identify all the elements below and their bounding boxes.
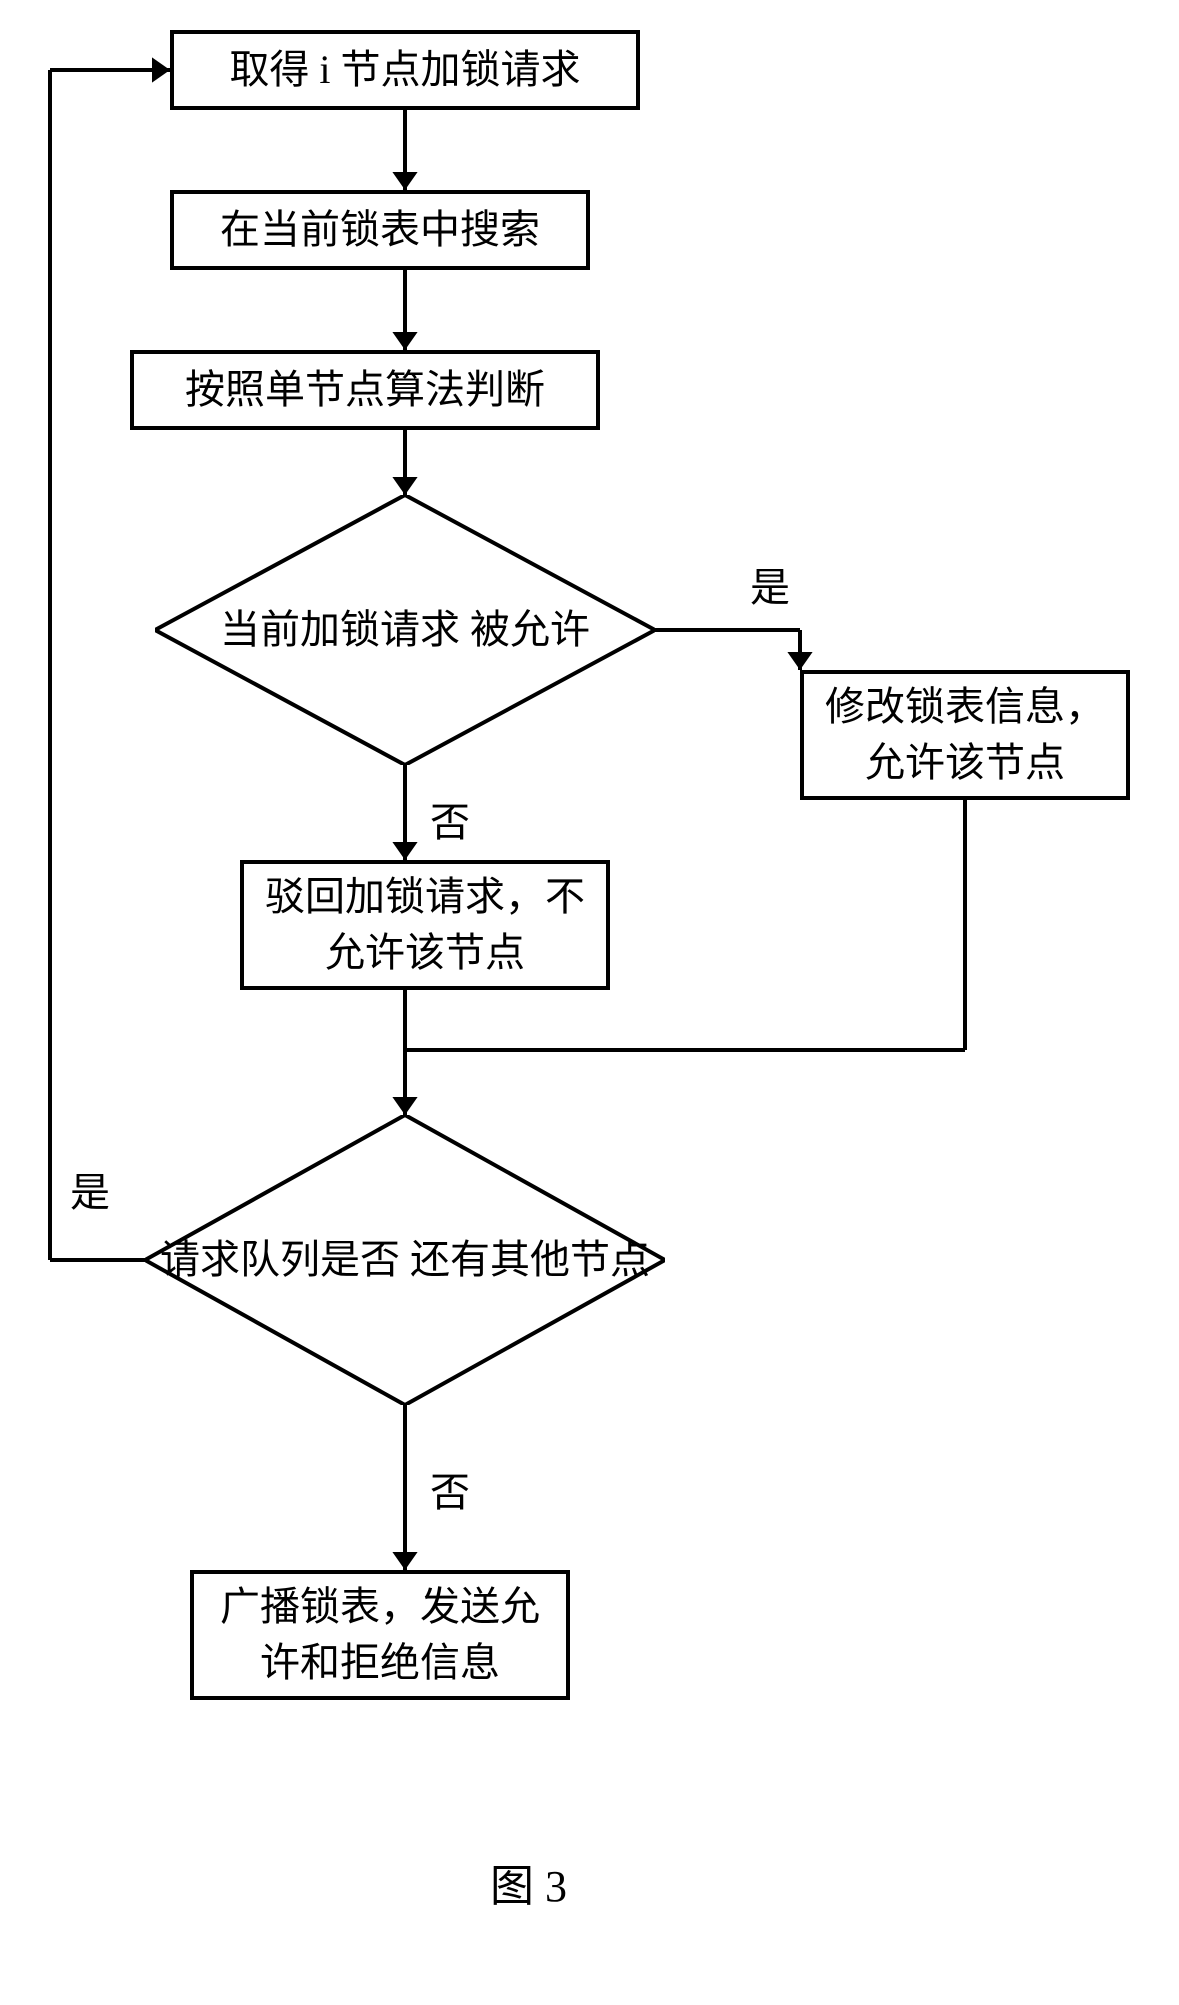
edge-label: 是 (70, 1160, 110, 1218)
node-text: 当前加锁请求 被允许 (220, 602, 590, 658)
node-text: 按照单节点算法判断 (185, 362, 545, 418)
node-text: 取得 i 节点加锁请求 (229, 42, 580, 98)
decision-more-nodes-in-queue: 请求队列是否 还有其他节点 (145, 1115, 665, 1405)
node-search-lock-table: 在当前锁表中搜索 (170, 190, 590, 270)
edge-label: 否 (430, 1460, 470, 1518)
node-modify-lock-table: 修改锁表信息， 允许该节点 (800, 670, 1130, 800)
node-text: 在当前锁表中搜索 (220, 202, 540, 258)
caption-text: 图 3 (490, 1862, 567, 1911)
node-broadcast-table: 广播锁表，发送允 许和拒绝信息 (190, 1570, 570, 1700)
node-single-node-check: 按照单节点算法判断 (130, 350, 600, 430)
node-text: 修改锁表信息， 允许该节点 (824, 679, 1106, 791)
figure-caption: 图 3 (490, 1850, 567, 1914)
flowchart-canvas: 取得 i 节点加锁请求 在当前锁表中搜索 按照单节点算法判断 修改锁表信息， 允… (30, 30, 1149, 1975)
node-text: 请求队列是否 还有其他节点 (160, 1232, 650, 1288)
decision-request-allowed: 当前加锁请求 被允许 (155, 495, 655, 765)
node-reject-request: 驳回加锁请求，不 允许该节点 (240, 860, 610, 990)
edge-label: 是 (750, 555, 790, 613)
node-text: 驳回加锁请求，不 允许该节点 (264, 869, 586, 981)
edge-label: 否 (430, 790, 470, 848)
node-get-lock-request: 取得 i 节点加锁请求 (170, 30, 640, 110)
node-text: 广播锁表，发送允 许和拒绝信息 (214, 1579, 546, 1691)
